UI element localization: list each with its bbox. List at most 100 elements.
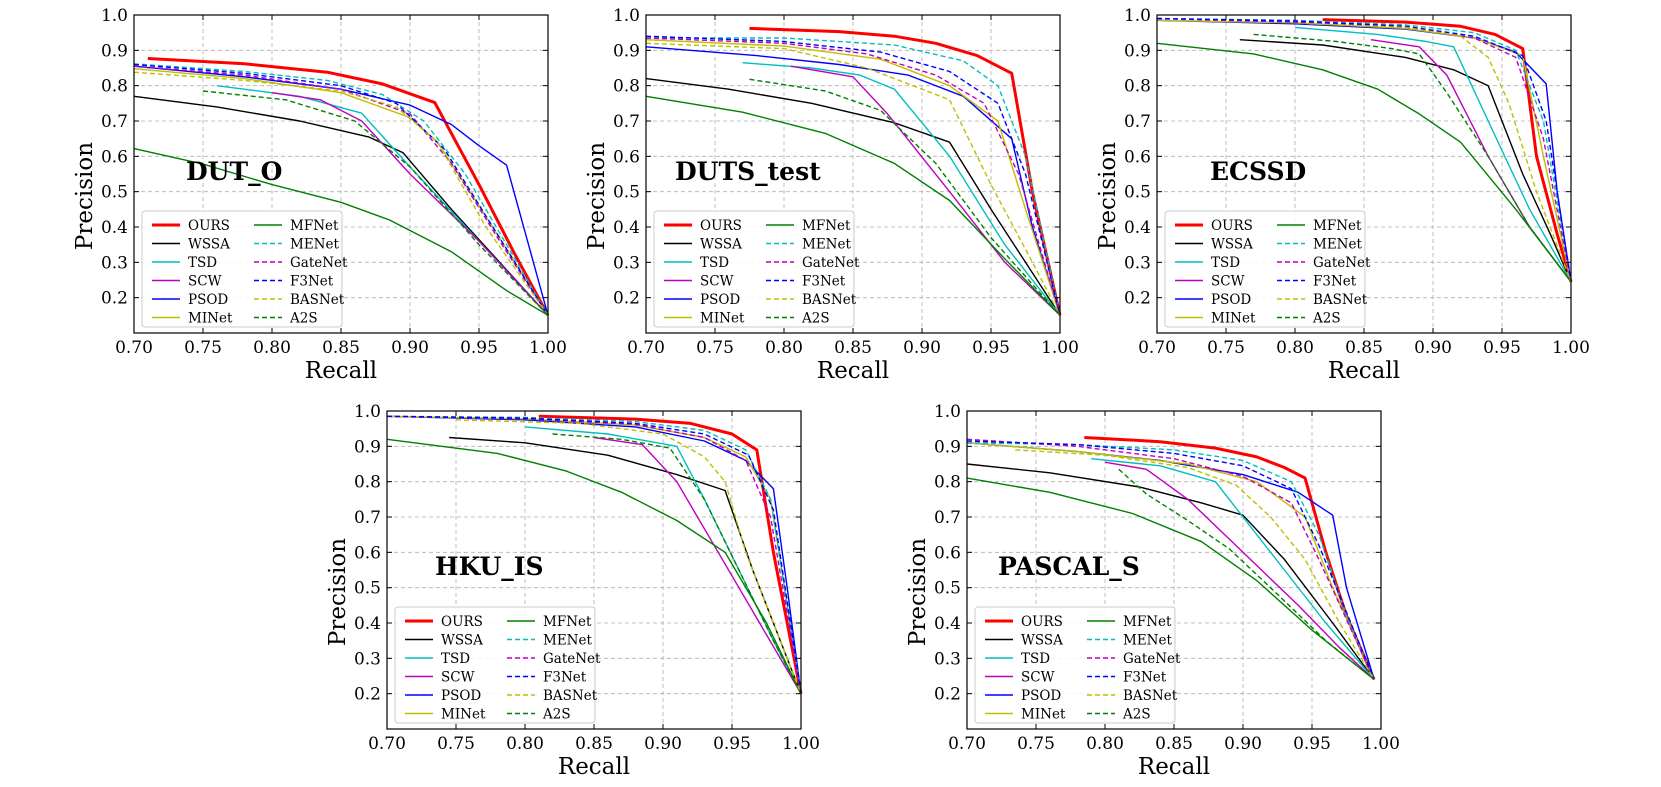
chart-panel-hku-is: 0.70 0.75 0.80 0.85 0.90 0.95 1.00 0.2 0.3 0.4 0.5…: [325, 402, 820, 780]
series-line-basnet: [133, 71, 549, 316]
legend-label: PSOD: [441, 688, 481, 704]
series-line-ours: [538, 414, 803, 694]
legend-label: SCW: [700, 274, 734, 290]
series-line-f3net: [645, 35, 1061, 316]
x-tick-label: 0.90: [391, 338, 429, 358]
y-tick-label: 0.5: [101, 183, 128, 203]
legend-label: GateNet: [802, 255, 860, 271]
legend-label: OURS: [1211, 218, 1253, 234]
series-line-wssa: [966, 463, 1375, 680]
series-line-scw: [790, 65, 1061, 316]
legend-label: A2S: [289, 311, 318, 327]
chart-title: ECSSD: [1210, 157, 1306, 186]
x-tick-label: 0.80: [506, 734, 544, 754]
series-line-a2s: [202, 90, 549, 316]
legend-label: MENet: [1313, 237, 1362, 253]
series-line-minet: [966, 442, 1375, 680]
y-tick-label: 1.0: [101, 6, 128, 26]
y-tick-label: 0.8: [1124, 77, 1151, 97]
legend-label: PSOD: [700, 292, 740, 308]
series-line-scw: [1370, 39, 1572, 283]
y-tick-label: 0.2: [934, 685, 961, 705]
legend-label: A2S: [1312, 311, 1341, 327]
series-line-basnet: [455, 419, 802, 694]
x-tick-label: 0.95: [1293, 734, 1331, 754]
y-tick-label: 0.3: [1124, 253, 1151, 273]
x-tick-label: 1.00: [1552, 338, 1590, 358]
legend-label: WSSA: [1211, 237, 1253, 253]
y-tick-label: 0.2: [613, 289, 640, 309]
legend-label: A2S: [1122, 707, 1151, 723]
series-line-tsd: [1091, 458, 1375, 680]
y-axis-label: Precision: [325, 538, 351, 646]
series-line-basnet: [645, 42, 1061, 316]
legend-label: SCW: [1021, 670, 1055, 686]
x-tick-label: 0.95: [972, 338, 1010, 358]
x-tick-label: 1.00: [529, 338, 567, 358]
series-line-a2s: [1253, 33, 1572, 283]
chart-title: DUT_O: [186, 157, 282, 186]
legend-label: F3Net: [1123, 670, 1167, 686]
x-tick-label: 1.00: [1362, 734, 1400, 754]
y-tick-label: 0.5: [354, 579, 381, 599]
y-tick-label: 0.5: [934, 579, 961, 599]
series-line-wssa: [645, 77, 1061, 316]
x-tick-label: 0.90: [644, 734, 682, 754]
x-tick-label: 0.75: [696, 338, 734, 358]
legend-label: MFNet: [290, 218, 339, 234]
legend-label: F3Net: [1313, 274, 1357, 290]
series-line-mfnet: [645, 95, 1061, 316]
x-tick-label: 0.70: [948, 734, 986, 754]
y-tick-label: 0.8: [934, 473, 961, 493]
y-tick-label: 0.6: [613, 147, 640, 167]
legend-label: SCW: [1211, 274, 1245, 290]
y-tick-label: 0.8: [613, 77, 640, 97]
series-line-menet: [966, 442, 1375, 680]
series-line-a2s: [1118, 468, 1375, 681]
y-tick-label: 0.3: [354, 649, 381, 669]
legend-label: MFNet: [1123, 614, 1172, 630]
y-tick-label: 0.9: [101, 41, 128, 61]
x-tick-label: 0.95: [1483, 338, 1521, 358]
chart-panel-pascal-s: 0.70 0.75 0.80 0.85 0.90 0.95 1.00 0.2 0.3 0.4 0.5…: [905, 402, 1400, 780]
y-tick-label: 0.4: [354, 614, 381, 634]
legend-label: SCW: [441, 670, 475, 686]
y-tick-label: 0.9: [1124, 41, 1151, 61]
legend-label: OURS: [188, 218, 230, 234]
chart-title: DUTS_test: [675, 157, 821, 186]
series-line-gatenet: [1156, 17, 1572, 282]
series-line-ours: [749, 26, 1062, 316]
legend-label: BASNet: [1123, 688, 1178, 704]
legend-label: SCW: [188, 274, 222, 290]
y-tick-label: 0.9: [354, 437, 381, 457]
legend-box: [974, 606, 1176, 724]
legend-label: OURS: [700, 218, 742, 234]
y-tick-label: 0.7: [613, 112, 640, 132]
legend-label: WSSA: [441, 633, 483, 649]
x-tick-label: 0.80: [253, 338, 291, 358]
series-line-ours: [147, 57, 550, 317]
series-line-psod: [386, 415, 802, 694]
series-line-mfnet: [1156, 42, 1572, 283]
legend-label: MINet: [700, 311, 745, 327]
series-line-psod: [645, 46, 1061, 316]
x-tick-label: 0.80: [1276, 338, 1314, 358]
legend-label: OURS: [441, 614, 483, 630]
y-tick-label: 0.4: [934, 614, 961, 634]
series-line-a2s: [749, 78, 1061, 316]
chart-title: PASCAL_S: [998, 552, 1140, 581]
legend-label: MENet: [543, 633, 592, 649]
y-tick-label: 0.6: [101, 147, 128, 167]
legend-label: MINet: [441, 707, 486, 723]
legend-label: GateNet: [1313, 255, 1371, 271]
y-tick-label: 0.6: [934, 543, 961, 563]
series-line-minet: [645, 39, 1061, 316]
series-line-mfnet: [133, 147, 549, 316]
legend-label: GateNet: [1123, 651, 1181, 667]
x-tick-label: 0.80: [765, 338, 803, 358]
y-tick-label: 0.2: [101, 289, 128, 309]
series-line-basnet: [1308, 23, 1572, 283]
series-line-wssa: [1239, 39, 1572, 283]
y-tick-label: 0.3: [101, 253, 128, 273]
x-tick-label: 0.80: [1086, 734, 1124, 754]
